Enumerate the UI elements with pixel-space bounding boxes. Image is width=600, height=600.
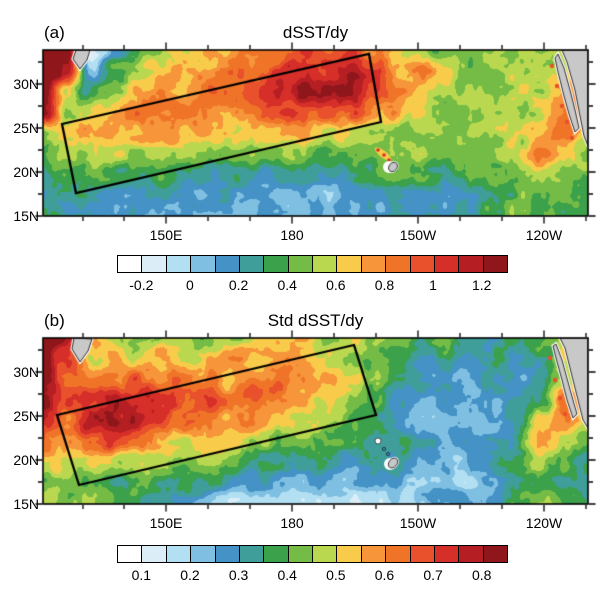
colorbar-tick-label: 0.8	[374, 277, 395, 293]
colorbar-cell	[190, 256, 215, 272]
colorbar-cell	[312, 546, 337, 562]
colorbar-cell	[385, 256, 410, 272]
colorbar-tick-label: 0.3	[228, 567, 249, 583]
y-tick-label: 15N	[13, 496, 39, 512]
colorbar-cell	[118, 546, 142, 562]
x-tick-label: 180	[280, 227, 304, 243]
panel-b-title: Std dSST/dy	[267, 311, 364, 330]
y-tick-label: 25N	[13, 120, 39, 136]
colorbar-cell	[141, 256, 166, 272]
colorbar-tick-label: 0.5	[326, 567, 346, 583]
colorbar-cell	[482, 546, 507, 562]
colorbar-cell	[165, 256, 191, 272]
colorbar-tick-label: 0.1	[131, 567, 152, 583]
colorbar-tick-label: 1	[429, 277, 437, 293]
colorbar-cell	[238, 256, 264, 272]
x-tick-label: 120W	[525, 515, 563, 531]
colorbar-cell	[458, 546, 483, 562]
x-tick-label: 180	[280, 515, 304, 531]
x-tick-label: 150E	[149, 227, 183, 243]
panel-a-title: dSST/dy	[282, 23, 349, 42]
colorbar-cell	[118, 256, 142, 272]
colorbar-cell	[360, 256, 386, 272]
colorbar-tick-label: 0.7	[423, 567, 443, 583]
colorbar-cell	[458, 256, 483, 272]
colorbar-cell	[287, 256, 312, 272]
map-b-heatmap	[35, 330, 596, 512]
colorbar-cell	[409, 256, 434, 272]
colorbar-tick-label: 0.8	[471, 567, 492, 583]
colorbar-tick-label: 0.4	[277, 277, 297, 293]
colorbar-cell	[336, 546, 361, 562]
colorbar-b	[117, 545, 508, 563]
colorbar-tick-label: 0.2	[180, 567, 200, 583]
y-tick-label: 20N	[13, 164, 39, 180]
colorbar-cell	[263, 546, 288, 562]
colorbar-cell	[336, 256, 361, 272]
y-tick-label: 25N	[13, 408, 39, 424]
x-tick-label: 150E	[149, 515, 183, 531]
colorbar-cell	[312, 256, 337, 272]
panel-a-label: (a)	[44, 23, 65, 42]
colorbar-cell	[165, 546, 191, 562]
colorbar-cell	[433, 256, 459, 272]
colorbar-tick-label: 0.4	[277, 567, 297, 583]
colorbar-a	[117, 255, 508, 273]
panel-b-label: (b)	[44, 311, 65, 330]
colorbar-cell	[360, 546, 386, 562]
colorbar-cell	[141, 546, 166, 562]
x-tick-label: 150W	[399, 515, 437, 531]
colorbar-cell	[214, 546, 239, 562]
colorbar-tick-label: 1.2	[471, 277, 492, 293]
y-tick-label: 30N	[13, 76, 39, 92]
x-tick-label: 120W	[525, 227, 563, 243]
colorbar-cell	[190, 546, 215, 562]
y-tick-label: 15N	[13, 208, 39, 224]
colorbar-cell	[238, 546, 264, 562]
colorbar-tick-label: 0.2	[228, 277, 249, 293]
colorbar-cell	[287, 546, 312, 562]
colorbar-cell	[214, 256, 239, 272]
colorbar-tick-label: 0	[186, 277, 194, 293]
colorbar-cell	[482, 256, 507, 272]
colorbar-tick-label: -0.2	[129, 277, 154, 293]
x-tick-label: 150W	[399, 227, 437, 243]
map-a-heatmap	[35, 42, 596, 224]
y-tick-label: 30N	[13, 364, 39, 380]
colorbar-tick-label: 0.6	[374, 567, 395, 583]
colorbar-tick-label: 0.6	[326, 277, 346, 293]
colorbar-cell	[433, 546, 459, 562]
colorbar-cell	[409, 546, 434, 562]
y-tick-label: 20N	[13, 452, 39, 468]
colorbar-cell	[385, 546, 410, 562]
colorbar-cell	[263, 256, 288, 272]
